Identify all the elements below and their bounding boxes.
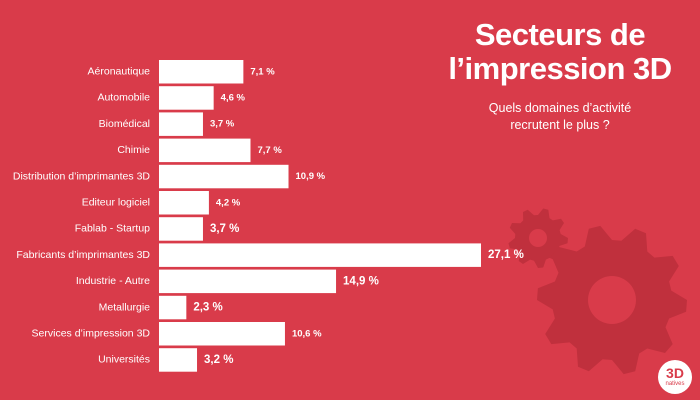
bar [159, 348, 198, 372]
value-label: 10,9 % [296, 171, 326, 182]
bar [159, 60, 244, 84]
category-label: Services d’impression 3D [32, 328, 151, 340]
chart-title-line2: l’impression 3D [448, 51, 672, 86]
category-label: Fabricants d’imprimantes 3D [16, 249, 150, 261]
gear-icon-large [537, 225, 687, 375]
value-label: 27,1 % [488, 249, 524, 261]
brand-logo-mark: 3D [666, 365, 684, 381]
bar [159, 269, 337, 294]
category-label: Universités [98, 354, 150, 366]
value-label: 14,9 % [343, 275, 379, 287]
bar [159, 243, 481, 267]
chart-subtitle-line1: Quels domaines d’activité [488, 101, 632, 115]
value-label: 2,3 % [193, 302, 222, 314]
category-label: Fablab - Startup [75, 223, 150, 235]
brand-logo-text: natives [665, 381, 685, 387]
chart-subtitle-line2: recrutent le plus ? [510, 118, 610, 132]
category-label: Aéronautique [88, 66, 151, 78]
category-label: Chimie [117, 144, 150, 156]
bar [159, 191, 209, 215]
category-label: Biomédical [99, 118, 150, 130]
brand-logo: 3D natives [658, 360, 692, 394]
category-label: Editeur logiciel [82, 197, 150, 209]
value-label: 3,2 % [204, 354, 233, 366]
bar [159, 138, 251, 163]
category-label: Industrie - Autre [76, 275, 150, 287]
value-label: 3,7 % [210, 119, 235, 130]
bar [159, 112, 203, 136]
bar [159, 217, 203, 241]
value-label: 4,6 % [221, 92, 246, 103]
chart-title: Secteurs de l’impression 3D [440, 18, 680, 86]
value-label: 7,1 % [250, 66, 275, 77]
bar [159, 322, 285, 346]
value-label: 3,7 % [210, 223, 239, 235]
bar [159, 295, 187, 320]
bar [159, 86, 214, 110]
bar [159, 164, 289, 189]
value-label: 4,2 % [216, 197, 241, 208]
category-label: Distribution d’imprimantes 3D [13, 170, 151, 182]
category-label: Automobile [97, 92, 150, 104]
category-label: Metallurgie [99, 301, 151, 313]
value-label: 10,6 % [292, 328, 322, 339]
gear-icon-small [508, 208, 568, 268]
value-label: 7,7 % [257, 145, 282, 156]
chart-title-line1: Secteurs de [474, 17, 646, 52]
chart-subtitle: Quels domaines d’activité recrutent le p… [470, 100, 650, 134]
